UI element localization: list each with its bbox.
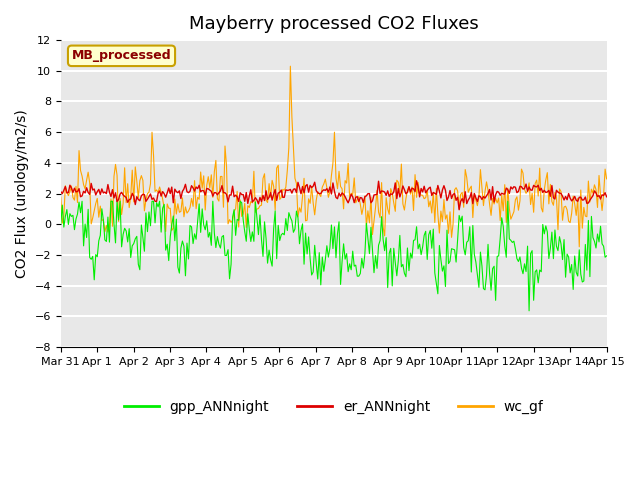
gpp_ANNnight — [125, 226, 133, 231]
gpp_ANNnight — [525, 308, 533, 313]
wc_gf — [575, 244, 583, 250]
gpp_ANNnight — [575, 247, 583, 252]
gpp_ANNnight — [297, 228, 305, 233]
Line: gpp_ANNnight: gpp_ANNnight — [61, 201, 607, 311]
Title: Mayberry processed CO2 Fluxes: Mayberry processed CO2 Fluxes — [189, 15, 479, 33]
wc_gf — [574, 195, 582, 201]
er_ANNnight — [296, 185, 303, 191]
Line: wc_gf: wc_gf — [61, 66, 607, 247]
er_ANNnight — [575, 194, 583, 200]
er_ANNnight — [603, 194, 611, 200]
Y-axis label: CO2 Flux (urology/m2/s): CO2 Flux (urology/m2/s) — [15, 109, 29, 278]
gpp_ANNnight — [78, 198, 86, 204]
er_ANNnight — [455, 207, 463, 213]
gpp_ANNnight — [57, 221, 65, 227]
Text: MB_processed: MB_processed — [72, 49, 172, 62]
er_ANNnight — [413, 178, 420, 184]
gpp_ANNnight — [239, 217, 247, 223]
er_ANNnight — [220, 190, 227, 195]
Legend: gpp_ANNnight, er_ANNnight, wc_gf: gpp_ANNnight, er_ANNnight, wc_gf — [118, 395, 549, 420]
wc_gf — [603, 176, 611, 182]
Line: er_ANNnight: er_ANNnight — [61, 181, 607, 210]
gpp_ANNnight — [221, 252, 229, 258]
er_ANNnight — [57, 189, 65, 194]
er_ANNnight — [238, 192, 246, 197]
wc_gf — [220, 204, 227, 210]
er_ANNnight — [247, 187, 255, 192]
wc_gf — [287, 63, 294, 69]
wc_gf — [57, 194, 65, 200]
wc_gf — [238, 214, 246, 219]
wc_gf — [247, 199, 255, 204]
gpp_ANNnight — [603, 253, 611, 259]
wc_gf — [297, 209, 305, 215]
er_ANNnight — [124, 199, 131, 205]
gpp_ANNnight — [248, 229, 256, 235]
wc_gf — [124, 181, 131, 187]
